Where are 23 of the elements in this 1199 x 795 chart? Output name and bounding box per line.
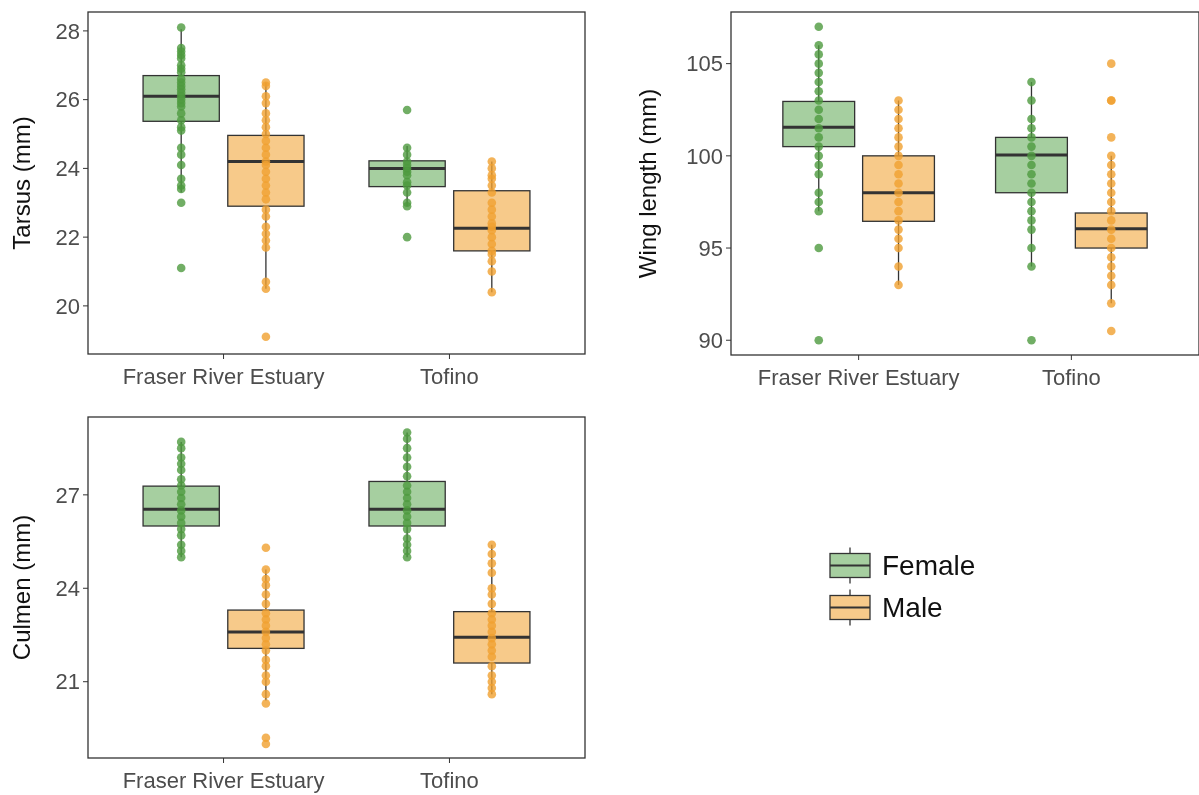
x-tick-label: Fraser River Estuary bbox=[122, 768, 325, 793]
y-tick-label: 28 bbox=[55, 18, 80, 44]
y-tick-label: 24 bbox=[55, 575, 80, 601]
y-tick-label: 90 bbox=[698, 327, 723, 353]
x-tick-label: Fraser River Estuary bbox=[757, 365, 960, 390]
y-tick-label: 105 bbox=[686, 51, 723, 77]
y-tick-label: 21 bbox=[55, 669, 80, 695]
x-tick-label: Fraser River Estuary bbox=[122, 364, 325, 389]
x-tick-label: Tofino bbox=[420, 768, 479, 793]
y-tick-label: 26 bbox=[55, 87, 80, 113]
y-tick-label: 22 bbox=[55, 224, 80, 250]
y-axis-title: Culmen (mm) bbox=[8, 514, 35, 661]
x-tick-label: Tofino bbox=[420, 364, 479, 389]
x-tick-label: Tofino bbox=[1042, 365, 1101, 390]
y-axis-title: Tarsus (mm) bbox=[8, 116, 35, 250]
y-tick-label: 27 bbox=[55, 482, 80, 508]
y-tick-label: 24 bbox=[55, 156, 80, 182]
y-tick-label: 95 bbox=[698, 235, 723, 261]
y-tick-label: 20 bbox=[55, 293, 80, 319]
y-tick-label: 100 bbox=[686, 143, 723, 169]
legend-label: Female bbox=[882, 550, 976, 582]
legend-label: Male bbox=[882, 592, 943, 624]
y-axis-title: Wing length (mm) bbox=[634, 88, 661, 279]
